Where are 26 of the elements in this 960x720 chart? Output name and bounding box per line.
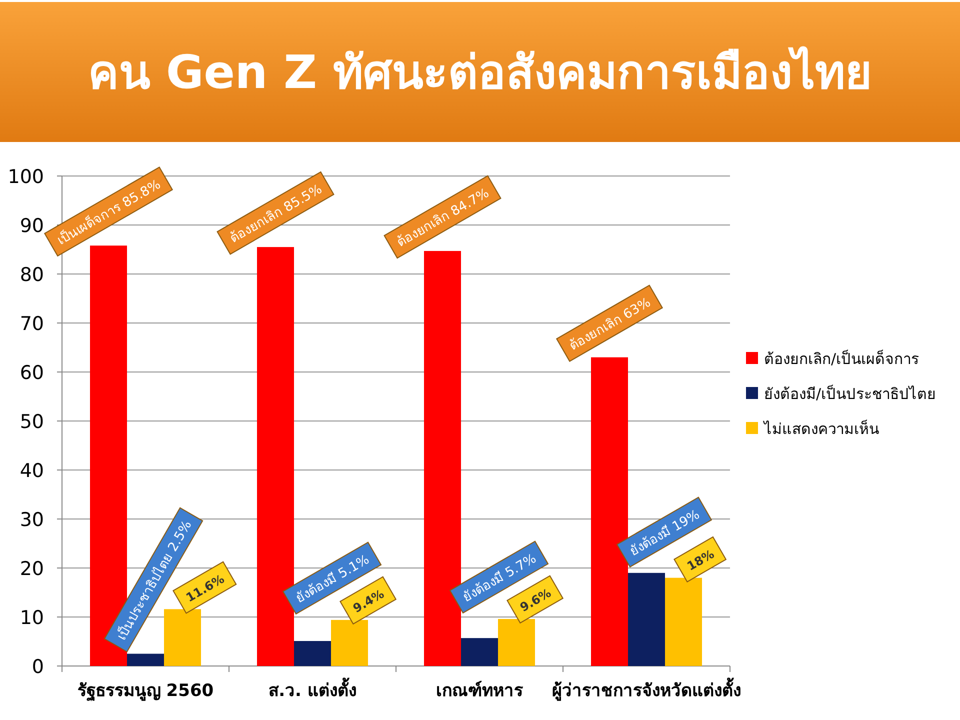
- bar: [294, 641, 331, 666]
- legend-label: ยังต้องมี/เป็นประชาธิปไตย: [764, 384, 936, 403]
- x-tick-label: เกณฑ์ทหาร: [436, 680, 524, 701]
- bar: [461, 638, 498, 666]
- bar: [628, 572, 665, 666]
- x-tick-label: ผู้ว่าราชการจังหวัดแต่งตั้ง: [552, 677, 741, 702]
- legend-label: ต้องยกเลิก/เป็นเผด็จการ: [764, 349, 920, 368]
- data-label: 18%: [684, 546, 717, 574]
- y-tick-label: 100: [8, 166, 44, 188]
- x-tick-label: รัฐธรรมนูญ 2560: [77, 681, 214, 702]
- x-tick-label: ส.ว. แต่งตั้ง: [268, 677, 356, 701]
- y-tick-label: 50: [20, 411, 44, 433]
- y-tick-label: 40: [20, 460, 44, 482]
- y-tick-label: 20: [20, 558, 44, 580]
- y-tick-label: 70: [20, 313, 44, 335]
- bar: [424, 250, 461, 666]
- y-tick-label: 0: [32, 656, 44, 678]
- y-tick-label: 10: [20, 607, 44, 629]
- y-tick-label: 30: [20, 509, 44, 531]
- legend-label: ไม่แสดงความเห็น: [763, 419, 879, 438]
- bar: [257, 247, 294, 666]
- chart-title: คน Gen Z ทัศนะต่อสังคมการเมืองไทย: [88, 45, 872, 99]
- y-tick-label: 90: [20, 215, 44, 237]
- y-tick-label: 80: [20, 264, 44, 286]
- bar: [127, 654, 164, 666]
- y-tick-label: 60: [20, 362, 44, 384]
